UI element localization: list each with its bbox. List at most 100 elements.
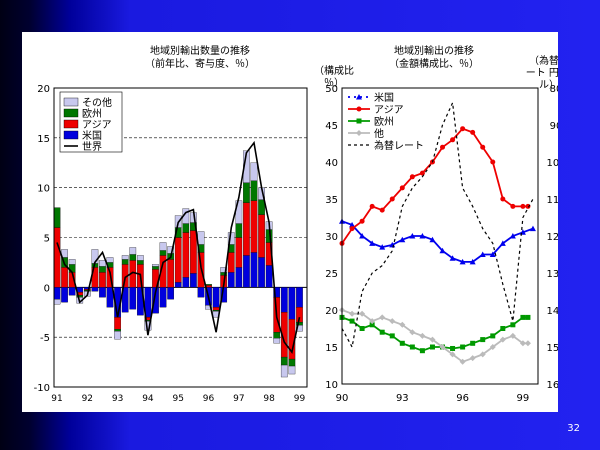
left-y-tick-label: -10: [34, 383, 50, 394]
bar-segment: [167, 259, 175, 288]
right-y-tick-label: 35: [325, 195, 338, 206]
legend-label: 米国: [374, 91, 394, 104]
series-point: [490, 159, 496, 165]
series-point: [459, 358, 466, 365]
series-point: [450, 137, 456, 143]
left-x-tick-label: 98: [263, 394, 275, 404]
legend-label: 世界: [82, 141, 102, 153]
bar-segment: [68, 264, 76, 273]
series-point: [470, 340, 476, 346]
series-point: [440, 144, 446, 150]
right-y2-tick-label: 120: [546, 232, 558, 243]
series-point: [419, 233, 426, 239]
right-right-axis-label-2: ート 円/ド: [526, 68, 558, 79]
series-point: [450, 345, 456, 351]
right-y2-tick-label: 110: [546, 195, 558, 206]
series-point: [399, 236, 406, 243]
series-point: [349, 318, 355, 324]
bar-segment: [159, 250, 167, 256]
left-y-tick-label: 0: [44, 283, 50, 294]
bar-segment: [174, 237, 182, 283]
bar-segment: [174, 282, 182, 288]
bar-segment: [136, 260, 144, 265]
right-x-tick-label: 99: [517, 393, 530, 404]
right-right-axis-label: （為替レ: [529, 54, 558, 67]
series-point: [379, 329, 385, 335]
series-point: [499, 336, 506, 343]
series-point: [520, 203, 526, 209]
bar-segment: [152, 266, 159, 270]
series-point: [379, 314, 386, 321]
bar-segment: [152, 264, 159, 267]
series-point: [399, 321, 406, 328]
series-point: [409, 344, 415, 350]
bar-segment: [106, 257, 114, 263]
series-point: [359, 326, 365, 331]
legend-swatch: [63, 130, 79, 140]
left-x-tick-label: 95: [173, 394, 184, 404]
legend-label: その他: [82, 96, 112, 109]
bar-segment: [114, 329, 121, 332]
chart-panel: 地域別輸出数量の推移 （前年比、寄与度、％） 20 15 10 5 0 -5 -10 91 9…: [22, 32, 572, 412]
series-point: [419, 332, 426, 339]
right-y-tick-label: 20: [325, 306, 338, 317]
bar-segment: [53, 207, 61, 228]
series-point: [479, 251, 486, 257]
series-point: [429, 236, 436, 243]
bar-segment: [53, 299, 61, 305]
legend-label: 他: [374, 127, 384, 140]
right-left-axis-label: （構成比: [314, 64, 354, 77]
left-x-tick-label: 92: [82, 394, 93, 404]
series-point: [359, 218, 365, 224]
series-line: [341, 100, 534, 349]
right-x-tick-label: 93: [396, 393, 409, 404]
bar-segment: [205, 305, 212, 310]
bar-segment: [61, 267, 68, 288]
series-point: [369, 203, 375, 209]
bar-segment: [190, 230, 197, 274]
bar-segment: [235, 267, 243, 288]
bar-segment: [288, 365, 296, 375]
right-y2-tick-label: 160: [546, 380, 558, 391]
bar-segment: [250, 200, 258, 253]
right-y2-tick-label: 140: [546, 306, 558, 317]
series-point: [409, 329, 416, 336]
left-y-tick-label: 5: [44, 234, 50, 245]
legend-label: 米国: [82, 129, 102, 142]
bar-segment: [235, 223, 243, 238]
series-point: [500, 196, 506, 202]
series-point: [500, 326, 506, 331]
right-y-tick-label: 50: [325, 84, 338, 95]
left-plot-frame: [53, 87, 308, 388]
series-point: [409, 233, 416, 239]
left-x-tick-label: 96: [203, 394, 215, 404]
legend-label: 為替レート: [374, 139, 424, 152]
bar-segment: [288, 287, 296, 320]
series-point: [349, 221, 356, 228]
bar-segment: [167, 246, 175, 254]
series-point: [369, 322, 375, 328]
series-line: [341, 127, 528, 244]
bar-segment: [99, 260, 106, 267]
series-point: [489, 251, 496, 257]
legend-label: 欧州: [82, 108, 102, 120]
series-point: [419, 170, 425, 176]
legend-swatch: [63, 97, 79, 107]
right-chart-subtitle: （金額構成比、％）: [389, 57, 479, 70]
series-point: [479, 351, 486, 358]
bar-segment: [114, 317, 121, 330]
bar-segment: [280, 287, 288, 313]
series-point: [409, 174, 415, 180]
series-point: [489, 344, 496, 350]
right-y-tick-label: 45: [325, 121, 338, 132]
bar-segment: [250, 180, 258, 201]
right-right-axis-label-3: ル）: [539, 79, 558, 91]
series-point: [460, 126, 466, 132]
legend-swatch: [63, 108, 79, 118]
series-point: [429, 336, 436, 343]
bar-segment: [243, 150, 250, 183]
left-y-tick-label: 15: [37, 134, 50, 145]
bar-segment: [273, 332, 281, 339]
series-point: [379, 207, 385, 213]
series-point: [359, 310, 366, 317]
